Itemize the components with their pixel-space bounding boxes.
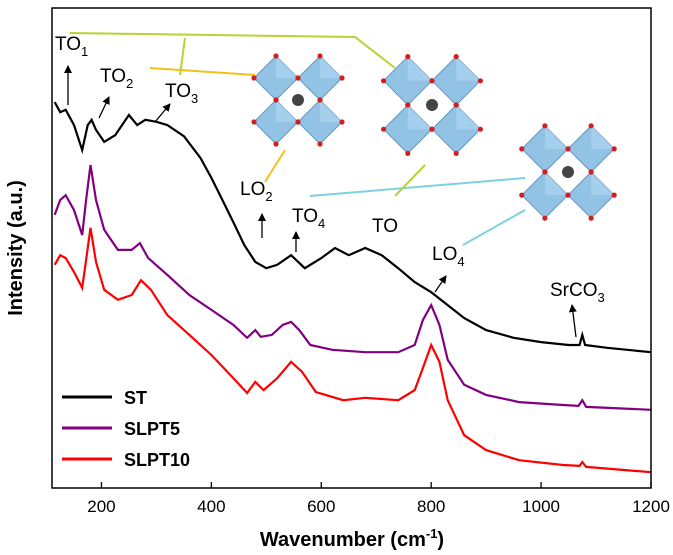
oxygen-atom <box>317 97 322 102</box>
legend-label: SLPT10 <box>124 450 190 470</box>
connector-line <box>310 178 525 196</box>
x-axis-title-text: Wavenumber (cm <box>260 529 426 551</box>
annotation-arrow <box>572 305 576 337</box>
annotation: LO4 <box>432 244 465 269</box>
connector-line <box>265 150 285 182</box>
annotation-subscript: 3 <box>598 290 605 305</box>
oxygen-atom <box>339 119 344 124</box>
annotation-text: TO <box>372 216 398 237</box>
oxygen-atom <box>381 127 386 132</box>
annotation: TO3 <box>165 81 198 106</box>
oxygen-atom <box>589 123 594 128</box>
annotation: TO <box>372 216 398 237</box>
oxygen-atom <box>612 146 617 151</box>
chart: Wavenumber (cm-1) Intensity (a.u.) 200 40… <box>0 0 673 555</box>
oxygen-atom <box>405 151 410 156</box>
x-tick-label: 800 <box>417 497 445 516</box>
connector-line <box>150 68 255 75</box>
annotation: LO2 <box>240 179 273 204</box>
oxygen-atom <box>519 146 524 151</box>
structure-illustrations <box>70 33 617 245</box>
legend-label: SLPT5 <box>124 419 180 439</box>
oxygen-atom <box>429 127 434 132</box>
annotation-subscript: 1 <box>81 44 88 59</box>
oxygen-atom <box>589 216 594 221</box>
annotation: TO2 <box>100 66 133 91</box>
oxygen-atom <box>478 127 483 132</box>
oxygen-atom <box>317 53 322 58</box>
connector-line <box>70 33 395 68</box>
oxygen-atom <box>589 169 594 174</box>
connector-line <box>463 210 525 245</box>
oxygen-atom <box>454 54 459 59</box>
connector-line <box>395 165 425 196</box>
oxygen-atom <box>454 102 459 107</box>
spectrum-line <box>55 102 651 352</box>
oxygen-atom <box>519 193 524 198</box>
x-tick-label: 1000 <box>522 497 560 516</box>
oxygen-atom <box>542 216 547 221</box>
oxygen-atom <box>295 119 300 124</box>
annotation-text: SrCO <box>550 280 598 301</box>
oxygen-atom <box>565 193 570 198</box>
x-tick-label: 400 <box>197 497 225 516</box>
annotation-arrow <box>435 276 446 292</box>
annotation-subscript: 4 <box>457 254 464 269</box>
x-tick-label: 600 <box>307 497 335 516</box>
center-atom <box>426 99 438 111</box>
oxygen-atom <box>454 151 459 156</box>
annotation-text: LO <box>432 244 457 265</box>
oxygen-atom <box>405 102 410 107</box>
center-atom <box>292 94 304 106</box>
annotation-subscript: 4 <box>318 216 325 231</box>
x-tick-label: 1200 <box>632 497 670 516</box>
annotation-subscript: 3 <box>191 91 198 106</box>
oxygen-atom <box>273 97 278 102</box>
y-axis-title: Intensity (a.u.) <box>5 180 27 316</box>
oxygen-atom <box>478 78 483 83</box>
oxygen-atom <box>317 141 322 146</box>
x-axis-title-sup: -1 <box>426 526 438 541</box>
oxygen-atom <box>273 53 278 58</box>
annotation: TO4 <box>292 206 325 231</box>
annotation-text: TO <box>165 81 191 102</box>
oxygen-atom <box>405 54 410 59</box>
x-tick-label: 200 <box>87 497 115 516</box>
oxygen-atom <box>542 169 547 174</box>
legend-label: ST <box>124 388 147 408</box>
x-axis-title: Wavenumber (cm-1) <box>260 526 444 551</box>
oxygen-atom <box>565 146 570 151</box>
annotation-subscript: 2 <box>265 189 272 204</box>
center-atom <box>562 166 574 178</box>
annotation: TO1 <box>55 34 88 59</box>
annotation-subscript: 2 <box>126 76 133 91</box>
oxygen-atom <box>251 119 256 124</box>
annotation-text: TO <box>55 34 81 55</box>
oxygen-atom <box>251 75 256 80</box>
oxygen-atom <box>381 78 386 83</box>
oxygen-atom <box>612 193 617 198</box>
annotation-arrow <box>155 104 170 122</box>
annotation-text: TO <box>292 206 318 227</box>
annotation-text: TO <box>100 66 126 87</box>
oxygen-atom <box>542 123 547 128</box>
annotation-text: LO <box>240 179 265 200</box>
x-axis-title-end: ) <box>437 529 444 551</box>
oxygen-atom <box>429 78 434 83</box>
annotation-arrow <box>99 97 109 118</box>
oxygen-atom <box>295 75 300 80</box>
oxygen-atom <box>273 141 278 146</box>
oxygen-atom <box>339 75 344 80</box>
annotation: SrCO3 <box>550 280 605 305</box>
